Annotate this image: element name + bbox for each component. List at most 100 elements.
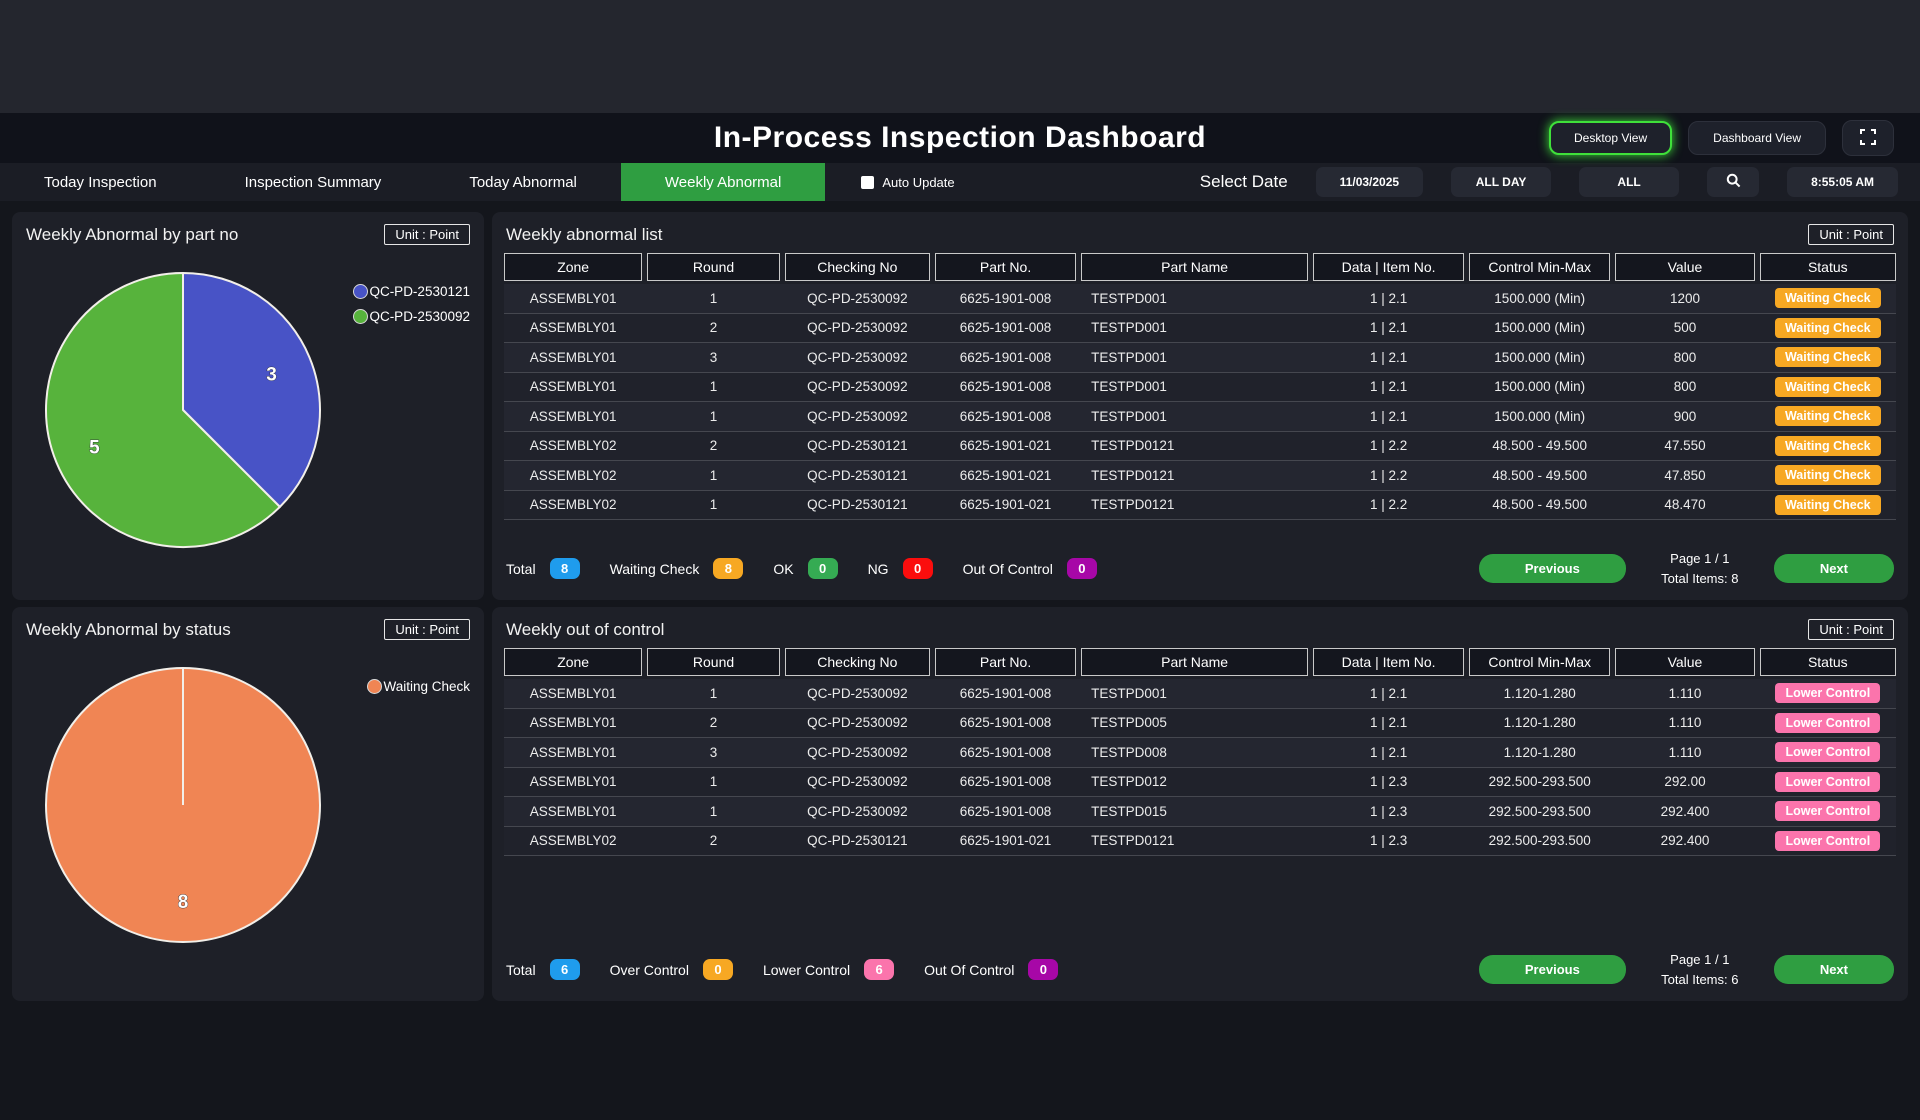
filter-bar: Select Date 11/03/2025 ALL DAY ALL 8:55:… [1200,163,1920,201]
column-header: Zone [504,648,643,676]
table-body: ASSEMBLY01 1 QC-PD-2530092 6625-1901-008 TES… [504,679,1896,856]
count-badge: 0 [807,558,838,579]
svg-text:3: 3 [266,364,277,385]
column-header: Part Name [1081,648,1309,676]
tab-today-abnormal[interactable]: Today Abnormal [469,173,577,191]
table-row[interactable]: ASSEMBLY01 1 QC-PD-2530092 6625-1901-008 TES… [504,679,1896,709]
legend-item: Waiting Check [367,679,470,694]
legend-dot [353,309,369,324]
table-header: Zone Round Checking No Part No. Part Name Dat… [504,253,1896,281]
table-row[interactable]: ASSEMBLY02 2 QC-PD-2530121 6625-1901-021 TES… [504,431,1896,461]
column-header: Part No. [934,648,1077,676]
next-button[interactable]: Next [1773,955,1894,984]
column-header: Round [647,253,780,281]
next-button[interactable]: Next [1773,554,1894,583]
column-header: Part Name [1081,253,1309,281]
search-button[interactable] [1707,167,1760,197]
status-badge: Waiting Check [1774,406,1881,427]
summary-row: Total 6 Over Control 0 Lower Control 6 Out Of … [506,959,1059,980]
status-badge: Lower Control [1775,742,1881,763]
count-badge: 6 [549,959,580,980]
summary-item: Over Control 0 [610,959,733,980]
view-switcher: Desktop View Dashboard View [1549,120,1894,156]
table-row[interactable]: ASSEMBLY02 2 QC-PD-2530121 6625-1901-021 TES… [504,826,1896,856]
date-button[interactable]: 11/03/2025 [1315,167,1424,197]
legend-item: QC-PD-2530092 [353,309,470,324]
status-badge: Waiting Check [1774,494,1881,515]
table-row[interactable]: ASSEMBLY01 2 QC-PD-2530092 6625-1901-008 TES… [504,313,1896,343]
main-content: Weekly Abnormal by part no Unit : Point … [0,201,1920,1001]
column-header: Part No. [934,253,1077,281]
pie-panel-by-partno: Weekly Abnormal by part no Unit : Point … [12,212,484,600]
summary-item: NG 0 [868,558,933,579]
table-row[interactable]: ASSEMBLY01 3 QC-PD-2530092 6625-1901-008 TES… [504,343,1896,373]
auto-update-toggle[interactable]: Auto Update [861,163,955,201]
column-header: Status [1759,648,1896,676]
svg-text:8: 8 [178,892,189,913]
summary-item: Total 8 [506,558,580,579]
tab-today-inspection[interactable]: Today Inspection [44,173,157,191]
status-badge: Lower Control [1775,712,1881,733]
table-row[interactable]: ASSEMBLY01 1 QC-PD-2530092 6625-1901-008 TES… [504,767,1896,797]
table-row[interactable]: ASSEMBLY01 1 QC-PD-2530092 6625-1901-008 TES… [504,797,1896,827]
column-header: Checking No [784,648,930,676]
tab-inspection-summary[interactable]: Inspection Summary [244,173,382,191]
table-row[interactable]: ASSEMBLY01 1 QC-PD-2530092 6625-1901-008 TES… [504,372,1896,402]
previous-button[interactable]: Previous [1478,955,1626,984]
total-items: Total Items: 6 [1661,971,1739,987]
status-badge: Lower Control [1775,801,1881,822]
table-body: ASSEMBLY01 1 QC-PD-2530092 6625-1901-008 TES… [504,284,1896,520]
time-display[interactable]: 8:55:05 AM [1787,167,1898,197]
tab-bar: Today Inspection Inspection Summary Today … [0,163,1920,201]
table-row[interactable]: ASSEMBLY01 3 QC-PD-2530092 6625-1901-008 TES… [504,738,1896,768]
pagination: Previous Page 1 / 1 Total Items: 8 Next [1478,549,1894,588]
column-header: Value [1615,253,1755,281]
panel-title: Weekly Abnormal by part no [26,224,239,244]
select-date-label: Select Date [1199,172,1288,191]
table-row[interactable]: ASSEMBLY02 1 QC-PD-2530121 6625-1901-021 TES… [504,461,1896,491]
column-header: Data | Item No. [1313,253,1465,281]
legend-item: QC-PD-2530121 [353,284,470,299]
header-bar: In-Process Inspection Dashboard Desktop … [0,113,1920,163]
pie-legend: Waiting Check [367,679,470,694]
count-badge: 0 [1028,959,1059,980]
auto-update-checkbox[interactable] [861,175,875,189]
status-badge: Waiting Check [1774,435,1881,456]
column-header: Status [1759,253,1896,281]
dashboard-view-button[interactable]: Dashboard View [1688,121,1826,155]
fullscreen-button[interactable] [1842,120,1894,156]
table-row[interactable]: ASSEMBLY02 1 QC-PD-2530121 6625-1901-021 TES… [504,490,1896,520]
pie-panel-by-status: Weekly Abnormal by status Unit : Point 8… [12,607,484,1001]
summary-item: Out Of Control 0 [924,959,1059,980]
status-badge: Lower Control [1775,683,1881,704]
count-badge: 8 [713,558,744,579]
status-badge: Waiting Check [1774,376,1881,397]
unit-badge: Unit : Point [384,224,470,245]
page-title: In-Process Inspection Dashboard [713,121,1207,154]
legend-dot [353,284,369,299]
svg-text:5: 5 [89,438,100,459]
table-header: Zone Round Checking No Part No. Part Name Dat… [504,648,1896,676]
legend-dot [367,679,383,694]
total-items: Total Items: 8 [1661,570,1739,586]
day-range-button[interactable]: ALL DAY [1451,167,1552,197]
weekly-out-of-control-panel: Weekly out of control Unit : Point Zone R… [492,607,1908,1001]
table-row[interactable]: ASSEMBLY01 1 QC-PD-2530092 6625-1901-008 TES… [504,402,1896,432]
table-row[interactable]: ASSEMBLY01 1 QC-PD-2530092 6625-1901-008 TES… [504,284,1896,314]
page-indicator: Page 1 / 1 [1670,952,1730,967]
line-filter-button[interactable]: ALL [1579,167,1680,197]
column-header: Data | Item No. [1313,648,1465,676]
previous-button[interactable]: Previous [1478,554,1626,583]
unit-badge: Unit : Point [1808,224,1894,245]
tab-weekly-abnormal[interactable]: Weekly Abnormal [620,163,826,201]
pie-legend: QC-PD-2530121 QC-PD-2530092 [353,284,470,324]
status-badge: Waiting Check [1774,317,1881,338]
search-icon [1726,173,1741,191]
unit-badge: Unit : Point [1808,619,1894,640]
count-badge: 8 [549,558,580,579]
count-badge: 0 [1066,558,1097,579]
table-row[interactable]: ASSEMBLY01 2 QC-PD-2530092 6625-1901-008 TES… [504,708,1896,738]
desktop-view-button[interactable]: Desktop View [1549,121,1673,155]
tabs: Today Inspection Inspection Summary Today … [0,163,826,201]
